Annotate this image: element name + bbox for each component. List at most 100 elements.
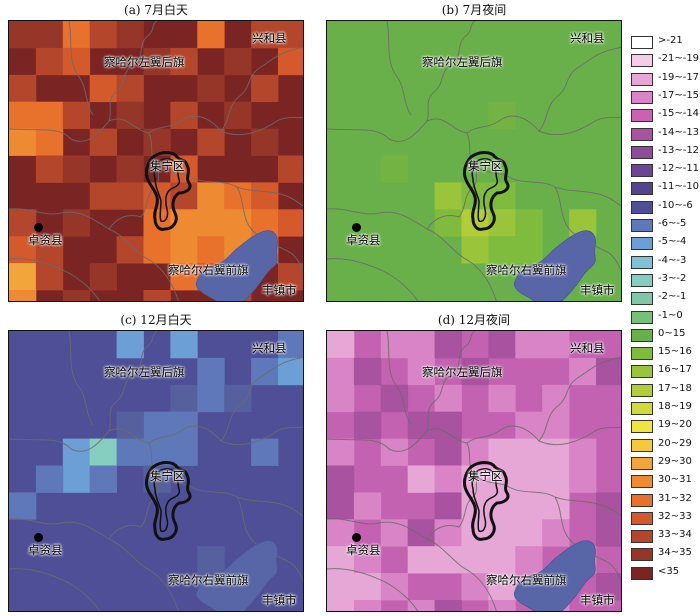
grid-cell	[353, 600, 382, 611]
grid-cell	[380, 384, 409, 413]
grid-cell	[488, 101, 516, 129]
label-jining: 集宁区	[468, 469, 503, 483]
grid-cell	[9, 209, 37, 237]
legend-swatch	[631, 548, 653, 562]
grid-cell	[62, 21, 91, 49]
label-jining: 集宁区	[468, 159, 503, 173]
legend-swatch	[631, 54, 653, 68]
legend-swatch	[631, 36, 653, 49]
legend-label: 31~32	[658, 492, 692, 504]
county-boundary	[68, 331, 94, 426]
legend-label: -21~-19	[658, 53, 700, 65]
legend-label: 19~20	[658, 419, 692, 431]
legend-label: -3~-2	[658, 272, 687, 284]
label-chahar-left: 察哈尔左翼后旗	[104, 55, 185, 69]
legend-swatch	[631, 72, 653, 86]
county-boundary	[108, 476, 160, 540]
grid-cell	[278, 47, 303, 76]
legend-swatch	[631, 511, 653, 525]
county-boundary	[108, 331, 158, 432]
grid-cell	[197, 74, 225, 103]
grid-cell	[461, 519, 489, 547]
label-zhuozi: 卓资县	[346, 543, 381, 557]
legend-label: -4~-3	[658, 254, 687, 266]
grid-cell	[116, 21, 144, 49]
legend-swatch	[631, 530, 653, 544]
grid-cell	[488, 573, 516, 601]
urban-boundary	[463, 461, 510, 541]
grid-cell	[62, 465, 91, 493]
legend-swatch	[631, 328, 653, 342]
grid-cell	[116, 331, 144, 359]
legend-swatch	[631, 237, 653, 251]
lake-shape	[513, 540, 596, 611]
label-chahar-left: 察哈尔左翼后旗	[422, 55, 503, 69]
grid-cell	[170, 384, 198, 413]
city-point-zhuozi	[352, 533, 361, 542]
grid-cell	[116, 182, 144, 210]
legend-label: 17~18	[658, 382, 692, 394]
legend-swatch	[631, 493, 653, 507]
grid-cell	[35, 128, 64, 156]
legend-label: -10~-6	[658, 199, 693, 211]
legend-swatch	[631, 127, 653, 141]
grid-cell	[9, 101, 37, 129]
grid-cell	[251, 74, 279, 103]
grid-cell	[35, 47, 64, 76]
grid-cell	[407, 357, 435, 386]
grid-cell	[251, 182, 279, 210]
grid-cell	[596, 492, 621, 520]
grid-cell	[353, 357, 382, 386]
grid-cell	[278, 331, 303, 359]
grid-cell	[407, 546, 435, 574]
legend-label: -6~-5	[658, 218, 687, 229]
grid-cell	[197, 128, 225, 156]
grid-cell	[35, 155, 64, 183]
label-zhuozi: 卓资县	[346, 233, 381, 247]
county-boundary	[220, 46, 303, 132]
legend-swatch	[631, 420, 653, 434]
grid-cell	[327, 600, 355, 611]
county-boundary	[538, 46, 621, 132]
label-chahar-right: 察哈尔右翼前旗	[168, 573, 249, 587]
grid-cell	[461, 209, 489, 237]
grid-cell	[515, 236, 543, 264]
county-boundary	[108, 21, 158, 122]
lake-shape	[513, 230, 596, 301]
panel-july-day: (a) 7月白天 兴和县 察哈尔左翼后旗 集宁区 卓资县 察哈尔右翼前旗 丰镇市	[8, 3, 304, 302]
label-fengzhen: 丰镇市	[580, 283, 615, 297]
grid-cell	[542, 438, 570, 466]
grid-cell	[9, 290, 37, 301]
grid-cell	[327, 492, 355, 520]
grid-cell	[488, 546, 516, 574]
label-chahar-right: 察哈尔右翼前旗	[486, 263, 567, 277]
grid-cell	[542, 331, 570, 359]
label-jining: 集宁区	[150, 469, 185, 483]
grid-cell	[569, 438, 597, 466]
county-boundary	[386, 331, 412, 426]
grid-cell	[89, 182, 117, 210]
urban-boundary	[145, 461, 192, 541]
grid-cell	[434, 546, 462, 574]
county-boundary	[108, 166, 160, 230]
grid-cell	[62, 101, 91, 129]
grid-cell	[434, 519, 462, 547]
legend-swatch	[631, 164, 653, 178]
county-boundary	[426, 166, 478, 230]
grid-cell	[35, 236, 64, 264]
grid-cell	[278, 155, 303, 183]
grid-cell	[35, 263, 64, 291]
grid-cell	[327, 519, 355, 547]
legend-label: -12~-11	[658, 163, 700, 175]
county-boundary	[68, 21, 94, 116]
map-canvas	[8, 330, 304, 612]
grid-cell	[89, 128, 117, 156]
city-point-zhuozi	[352, 223, 361, 232]
label-xinghe: 兴和县	[252, 341, 287, 355]
grid-cell	[9, 128, 37, 156]
grid-cell	[278, 357, 303, 386]
grid-cell	[9, 21, 37, 49]
grid-cell	[62, 438, 91, 466]
label-xinghe: 兴和县	[252, 31, 287, 45]
county-boundary	[327, 425, 621, 452]
